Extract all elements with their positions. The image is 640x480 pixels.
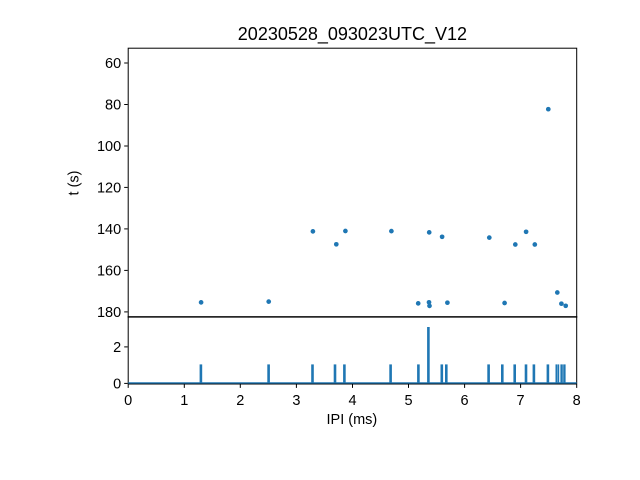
svg-text:4: 4 <box>348 393 356 409</box>
svg-text:8: 8 <box>573 393 581 409</box>
svg-text:100: 100 <box>97 139 121 155</box>
svg-text:2: 2 <box>236 393 244 409</box>
svg-text:6: 6 <box>461 393 469 409</box>
svg-text:5: 5 <box>404 393 412 409</box>
svg-text:1: 1 <box>180 393 188 409</box>
svg-text:2: 2 <box>113 340 121 356</box>
svg-text:80: 80 <box>105 98 121 114</box>
svg-text:0: 0 <box>113 376 121 392</box>
svg-text:t (s): t (s) <box>67 171 83 196</box>
svg-text:180: 180 <box>97 305 121 321</box>
svg-text:0: 0 <box>124 393 132 409</box>
svg-text:140: 140 <box>97 222 121 238</box>
svg-text:3: 3 <box>292 393 300 409</box>
svg-text:20230528_093023UTC_V12: 20230528_093023UTC_V12 <box>238 24 467 45</box>
svg-text:7: 7 <box>517 393 525 409</box>
svg-text:120: 120 <box>97 180 121 196</box>
svg-text:60: 60 <box>105 56 121 72</box>
svg-text:160: 160 <box>97 263 121 279</box>
svg-text:IPI (ms): IPI (ms) <box>327 412 378 428</box>
